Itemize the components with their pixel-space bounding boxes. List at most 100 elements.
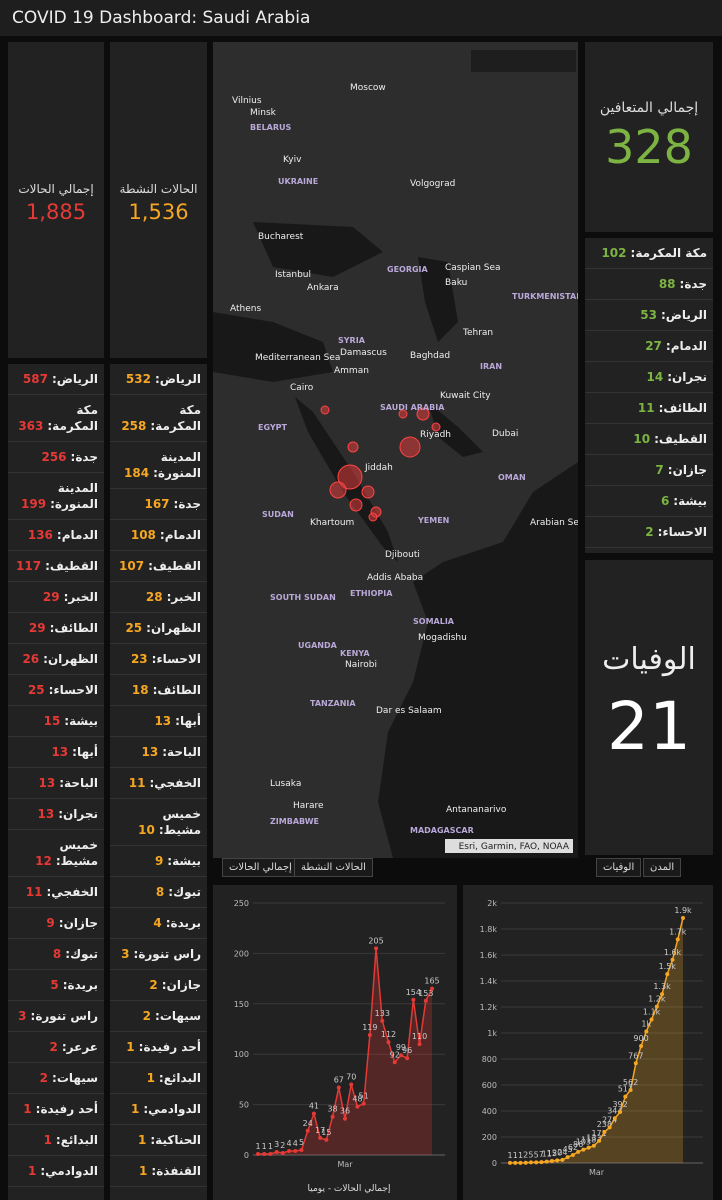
tab[interactable]: الوفيات [596,858,642,877]
value-label: 11 [542,1150,552,1159]
list-row: المدينة المنورة:199 [8,473,104,520]
city-count: 15 [43,714,61,728]
value-label: 118 [581,1136,596,1145]
value-label: 1.9k [674,906,692,915]
city-count: 136 [27,528,53,542]
point [602,1130,607,1135]
tab[interactable]: المدن [643,858,682,877]
city-name: الدوادمي: [143,1102,201,1116]
list-row: الخبر:28 [110,582,207,613]
header-title: COVID 19 Dashboard: Saudi Arabia [12,8,311,28]
list-row: الطائف:11 [585,393,713,424]
value-label: 344 [607,1106,622,1115]
map-label: Tehran [462,328,493,338]
city-count: 1 [27,1164,37,1178]
list-row: الخبر:29 [8,582,104,613]
y-tick-label: 1.6k [480,951,498,960]
tab[interactable]: الحالات النشطة [294,858,373,877]
point [570,1152,575,1157]
list-row: جدة:256 [8,442,104,473]
value-label: 67 [334,1075,344,1084]
total-panel: إجمالي الحالات 1,885 [8,42,104,358]
city-name: جازان: [667,463,707,477]
value-label: 1.7k [669,927,687,936]
point [618,1110,623,1115]
value-label: 62 [568,1143,578,1152]
list-row: الخفجي:11 [8,877,104,908]
city-count: 29 [42,590,60,604]
map-label: Baghdad [410,351,450,361]
city-name: نجران: [58,807,98,821]
point [539,1160,544,1165]
map-label: SOUTH SUDAN [270,593,336,602]
map-label: Volgograd [410,179,455,189]
y-tick-label: 400 [482,1107,497,1116]
city-count: 2 [49,1040,58,1054]
value-label: 154 [406,988,421,997]
point [392,1060,397,1065]
list-row: بيشة:6 [585,486,713,517]
map[interactable]: Esri, Garmin, FAO, NOAA Moscow Minsk Vilni… [213,42,578,858]
value-label: 1.6k [664,948,682,957]
value-label: 1.2k [648,995,666,1004]
city-name: المدينة المنورة: [153,450,201,480]
list-row: بريدة:4 [110,908,207,939]
map-label: OMAN [498,473,526,482]
city-name: الاحساء: [657,525,707,539]
map-label: IRAN [480,362,502,371]
tab[interactable]: إجمالي الحالات [222,858,299,877]
map-label: Khartoum [310,518,354,528]
city-name: الرياض: [51,372,98,386]
y-tick-label: 150 [234,1000,249,1009]
city-name: الظهران: [146,621,201,635]
total-label: إجمالي الحالات [18,182,94,196]
city-name: خميس مشيط: [55,838,98,868]
value-label: 86 [573,1140,583,1149]
map-label: EGYPT [258,423,288,432]
map-toolbar[interactable] [471,50,576,72]
list-row: بيشة:9 [110,846,207,877]
city-count: 2 [142,1009,152,1023]
list-row: عرعر:2 [8,1032,104,1063]
water [253,222,383,277]
list-row: تبوك:8 [110,877,207,908]
list-row: المدينة المنورة:184 [110,442,207,489]
point [513,1160,518,1165]
point [508,1160,512,1165]
list-row: الباحة:13 [8,768,104,799]
point [670,957,675,962]
active-value: 1,536 [128,200,189,224]
list-row: أبها:13 [8,737,104,768]
y-tick-label: 50 [239,1101,249,1110]
attribution-box [445,839,573,853]
value-label: 5 [528,1150,533,1159]
value-label: 1.3k [653,982,671,991]
active-list: الرياض:532 مكة المكرمة:258 المدينة المنورة… [110,364,207,1200]
value-label: 24 [557,1148,567,1157]
value-label: 274 [602,1115,617,1124]
map-label: Kuwait City [440,391,491,401]
point [649,1017,654,1022]
deaths-panel: الوفيات 21 [585,560,713,855]
y-tick-label: 200 [482,1133,497,1142]
city-count: 13 [141,745,159,759]
map-label: UGANDA [298,641,338,650]
value-label: 17 [315,1126,325,1135]
point [349,1082,354,1087]
list-row: سيهات:2 [8,1063,104,1094]
value-label: 1 [513,1151,518,1160]
city-count: 363 [18,419,44,433]
point [623,1094,628,1099]
city-name: خميس مشيط: [158,807,201,837]
case-circles [320,405,441,522]
map-label: SYRIA [338,336,366,345]
city-count: 199 [21,497,47,511]
list-row: القنفذة:1 [110,1156,207,1187]
city-count: 27 [645,339,662,353]
city-name: بريدة: [62,978,98,992]
map-label: Damascus [340,348,387,358]
header: COVID 19 Dashboard: Saudi Arabia [0,0,722,36]
city-name: نجران: [667,370,707,384]
